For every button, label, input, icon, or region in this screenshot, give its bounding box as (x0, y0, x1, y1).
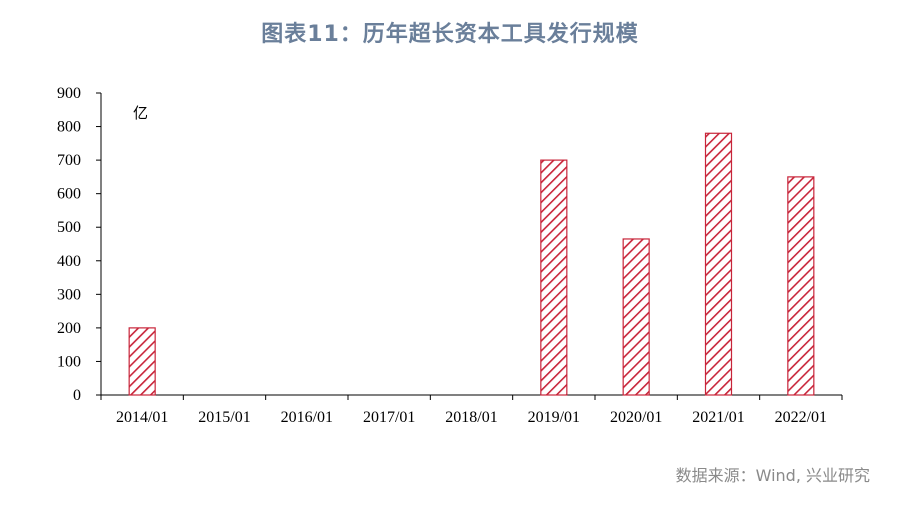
x-tick-label: 2017/01 (363, 409, 415, 426)
x-tick-label: 2015/01 (198, 409, 250, 426)
y-tick-label: 400 (57, 253, 81, 270)
y-tick-label: 0 (73, 387, 81, 404)
source-note: 数据来源：Wind, 兴业研究 (675, 466, 870, 485)
y-tick-label: 700 (57, 152, 81, 169)
y-tick-label: 800 (57, 119, 81, 136)
x-tick-label: 2022/01 (775, 409, 827, 426)
y-tick-label: 200 (57, 320, 81, 337)
x-tick-label: 2018/01 (445, 409, 497, 426)
x-tick-label: 2014/01 (116, 409, 168, 426)
bar (787, 176, 815, 396)
x-tick-label: 2016/01 (281, 409, 333, 426)
bar (540, 159, 568, 396)
x-tick-label: 2021/01 (692, 409, 744, 426)
unit-label: 亿 (133, 104, 148, 122)
y-tick-label: 600 (57, 186, 81, 203)
y-tick-label: 300 (57, 286, 81, 303)
bar (128, 327, 156, 396)
y-tick-label: 900 (57, 85, 81, 102)
chart-title: 图表11：历年超长资本工具发行规模 (261, 22, 639, 47)
bar (704, 132, 733, 396)
bar (622, 238, 650, 396)
x-tick-label: 2019/01 (528, 409, 580, 426)
x-tick-label: 2020/01 (610, 409, 662, 426)
y-tick-label: 100 (57, 353, 81, 370)
bars (128, 132, 815, 396)
y-tick-label: 500 (57, 219, 81, 236)
y-axis: 0 100 200 300 400 500 600 700 800 900 (57, 85, 102, 404)
x-axis: 2014/01 2015/01 2016/01 2017/01 2018/01 2019/… (100, 394, 843, 426)
